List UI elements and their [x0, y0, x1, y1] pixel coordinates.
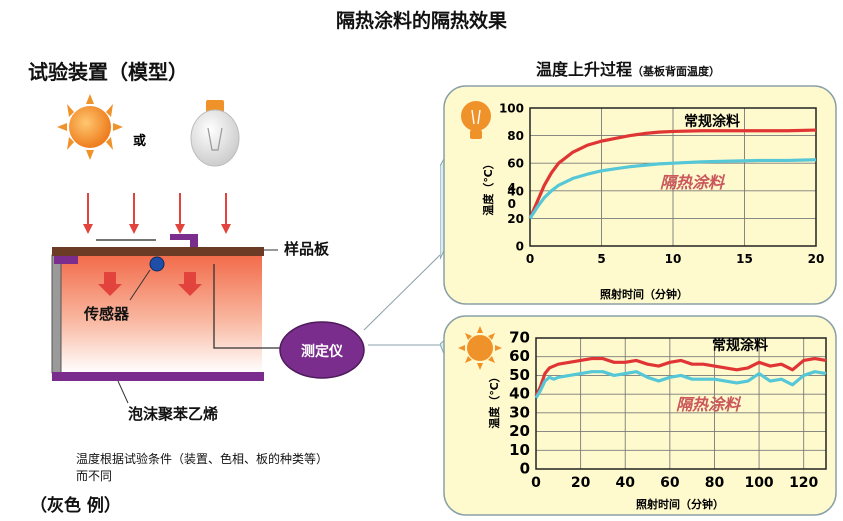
x-tick-label: 100 — [744, 475, 773, 491]
x-axis-label: 照射时间（分钟） — [600, 287, 688, 301]
conventional-series-line — [528, 128, 817, 220]
x-tick-label: 40 — [615, 475, 635, 491]
y-tick-label: 100 — [499, 102, 524, 116]
sample-board-label: 样品板 — [284, 240, 330, 258]
inner-heat-arrows — [98, 272, 202, 296]
or-label: 或 — [133, 133, 146, 149]
x-tick-label: 15 — [736, 252, 753, 266]
sun-icon — [57, 94, 123, 160]
apparatus-diagram: 或 测定仪 — [51, 94, 440, 404]
x-tick-label: 20 — [571, 475, 591, 491]
note-line-1: 温度根据试验条件（装置、色相、板的种类等） — [76, 452, 329, 466]
light-bulb-icon — [190, 100, 240, 167]
x-tick-label: 80 — [705, 475, 725, 491]
y-tick-label: 40 — [509, 385, 530, 403]
sensor — [149, 256, 165, 272]
callout-upper — [363, 254, 440, 331]
left-wall — [51, 254, 62, 374]
x-tick-label: 0 — [531, 475, 541, 491]
sample-board — [52, 247, 264, 256]
chart-header-sub: （基板背面温度） — [632, 65, 721, 78]
stray-tick-0: 0 — [508, 197, 516, 211]
board-clip — [54, 256, 78, 264]
light-bulb-icon — [461, 101, 491, 139]
y-tick-label: 20 — [507, 212, 524, 226]
foam-label: 泡沫聚苯乙烯 — [128, 405, 219, 423]
plot-lines — [528, 128, 817, 220]
example-label: （灰色 例） — [30, 496, 121, 516]
x-tick-label: 120 — [789, 475, 818, 491]
y-tick-label: 50 — [509, 366, 530, 384]
series-label-conventional: 常规涂料 — [684, 113, 740, 130]
series-label-insulating: 隔热涂料 — [676, 395, 742, 414]
y-tick-label: 80 — [507, 129, 524, 143]
x-tick-label: 5 — [597, 252, 605, 266]
y-tick-label: 0 — [520, 460, 530, 478]
plot-frame — [529, 107, 817, 247]
chart-panel — [443, 85, 837, 305]
y-tick-label: 0 — [516, 240, 524, 254]
y-axis-label: 温度（℃） — [487, 371, 501, 428]
page-title: 隔热涂料的隔热效果 — [335, 10, 507, 32]
x-tick-label: 10 — [665, 252, 682, 266]
chart-header: 温度上升过程（基板背面温度） — [536, 56, 720, 80]
stray-tick-4: 4 — [508, 181, 516, 195]
sun-icon — [458, 326, 502, 370]
probe-connector — [170, 234, 198, 247]
sensor-label: 传感器 — [84, 305, 130, 323]
condition-note: 温度根据试验条件（装置、色相、板的种类等） 而不同 — [76, 451, 328, 485]
series-label-conventional: 常规涂料 — [712, 337, 768, 354]
y-axis-label: 温度（℃） — [481, 158, 495, 215]
insulating-series-line — [534, 370, 827, 399]
y-tick-label: 70 — [509, 329, 530, 347]
meter-label: 测定仪 — [301, 343, 344, 360]
y-tick-label: 30 — [509, 403, 530, 421]
y-tick-label: 40 — [507, 184, 524, 198]
test-chamber — [52, 255, 262, 373]
x-tick-label: 60 — [660, 475, 680, 491]
y-tick-label: 60 — [507, 157, 524, 171]
chart-panel — [443, 315, 837, 516]
plot-axes — [535, 337, 827, 470]
setup-title: 试验装置（模型） — [28, 60, 188, 84]
note-line-2: 而不同 — [76, 469, 113, 483]
insulating-series-line — [528, 158, 817, 220]
meter — [279, 321, 365, 379]
conventional-series-line — [534, 356, 827, 397]
y-tick-label: 60 — [509, 347, 530, 365]
heat-arrows — [83, 193, 231, 234]
x-tick-label: 0 — [526, 252, 534, 266]
x-tick-label: 20 — [808, 252, 825, 266]
plot-lines — [534, 356, 827, 399]
x-axis-label: 照射时间（分钟） — [636, 497, 724, 511]
sensor-wire — [213, 264, 280, 349]
plot-axes — [529, 107, 817, 247]
chart-header-main: 温度上升过程 — [536, 60, 633, 79]
series-label-insulating: 隔热涂料 — [660, 173, 726, 192]
foam-base — [52, 372, 264, 381]
y-tick-label: 20 — [509, 422, 530, 440]
y-tick-label: 10 — [509, 441, 530, 459]
plot-frame — [535, 337, 827, 470]
